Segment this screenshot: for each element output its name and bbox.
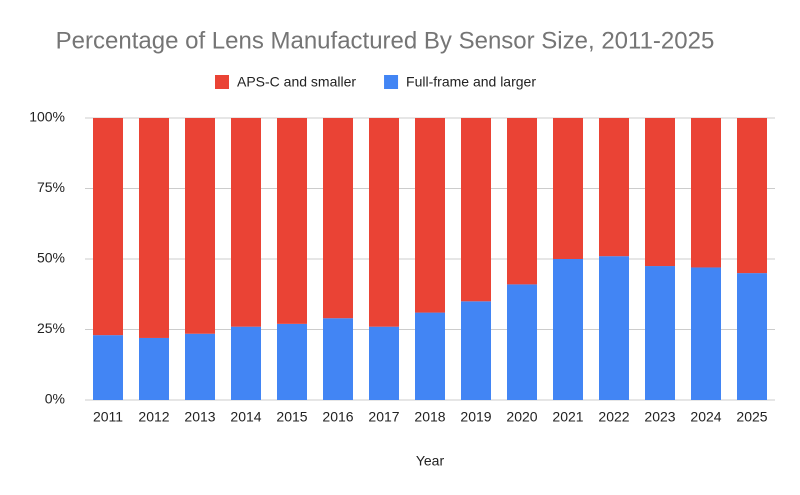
x-tick-label: 2011 [93,409,123,425]
bar-segment [737,118,767,274]
bar-segment [323,118,353,319]
chart-title: Percentage of Lens Manufactured By Senso… [56,27,715,54]
bar-segment [599,118,629,257]
bar-segment [691,118,721,268]
bar-segment [599,256,629,400]
x-tick-label: 2015 [276,409,307,425]
bar-segment [139,118,169,338]
bar-segment [415,118,445,313]
x-tick-label: 2024 [690,409,721,425]
bar-segment [461,301,491,400]
x-tick-label: 2022 [598,409,629,425]
x-tick-label: 2018 [414,409,445,425]
bar-segment [691,267,721,400]
bar-segment [507,284,537,400]
bar-segment [231,326,261,400]
legend-label: APS-C and smaller [237,74,356,90]
x-axis-title: Year [416,453,445,469]
bar-segment [461,118,491,302]
x-tick-label: 2013 [184,409,215,425]
x-tick-label: 2014 [230,409,261,425]
x-tick-label: 2012 [138,409,169,425]
x-tick-label: 2016 [322,409,353,425]
y-tick-label: 0% [45,391,65,407]
y-tick-label: 100% [29,109,65,125]
x-tick-label: 2025 [736,409,767,425]
bar-segment [323,318,353,400]
bar-segment [185,118,215,334]
x-tick-label: 2021 [552,409,583,425]
bar-segment [369,118,399,327]
legend-swatch [215,75,229,89]
bar-segment [415,312,445,400]
bar-segment [277,118,307,324]
x-tick-label: 2020 [506,409,537,425]
x-tick-label: 2023 [644,409,675,425]
bar-segment [553,259,583,400]
bar-segment [369,326,399,400]
bar-segment [645,118,675,267]
bar-segment [645,266,675,400]
bar-segment [93,118,123,336]
bar-segment [93,335,123,400]
legend-label: Full-frame and larger [406,74,536,90]
bar-segment [185,333,215,400]
bar-segment [277,323,307,400]
bar-segment [507,118,537,285]
x-tick-label: 2019 [460,409,491,425]
y-tick-label: 75% [37,179,65,195]
legend-swatch [384,75,399,89]
y-tick-label: 25% [37,320,65,336]
bar-segment [231,118,261,327]
bar-segment [553,118,583,259]
x-tick-label: 2017 [368,409,399,425]
y-tick-label: 50% [37,250,65,266]
bar-segment [139,337,169,400]
bar-segment [737,273,767,400]
